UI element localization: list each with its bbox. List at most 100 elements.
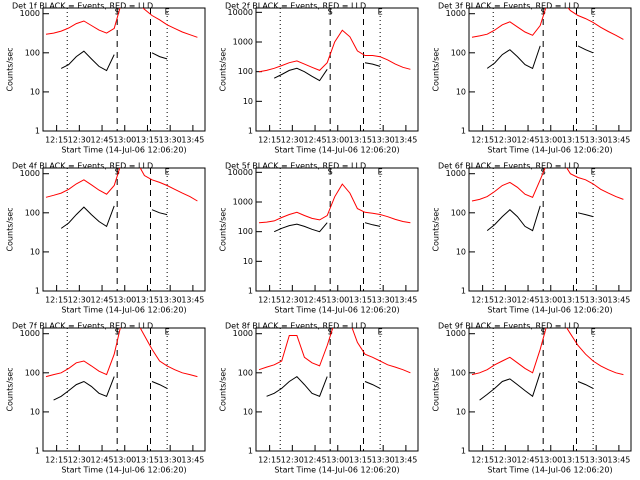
plot-frame	[42, 7, 206, 132]
series-line	[471, 168, 624, 202]
y-tick-label: 100	[238, 368, 253, 377]
series-line	[45, 168, 198, 202]
x-tick-label: 13:00	[539, 456, 562, 465]
y-tick-label: 10	[30, 407, 40, 416]
chart-title: Det 3f BLACK = Events, RED = LLD	[438, 2, 579, 11]
x-tick-label: 12:30	[281, 296, 304, 305]
panel: Det 6f BLACK = Events, RED = LLD Start Ti…	[432, 162, 632, 315]
y-tick-label: 1	[35, 127, 40, 136]
x-tick-label: 12:15	[471, 456, 494, 465]
x-tick-label: 12:45	[517, 136, 540, 145]
x-tick-label: 12:15	[471, 136, 494, 145]
x-tick-label: 12:45	[304, 456, 327, 465]
marker-label: E	[165, 8, 170, 17]
x-tick-label: 12:30	[281, 456, 304, 465]
y-axis-label: Counts/sec	[6, 47, 15, 91]
marker-label: S	[328, 328, 333, 337]
series-line	[273, 62, 381, 82]
plot-frame	[468, 7, 632, 132]
y-tick-label: 10	[456, 87, 466, 96]
x-axis-label: Start Time (14-Jul-06 12:06:20)	[274, 306, 399, 315]
panel: Det 3f BLACK = Events, RED = LLD Start Ti…	[432, 2, 632, 155]
y-tick-label: 10000	[228, 8, 253, 17]
y-tick-label: 100	[238, 67, 253, 76]
marker-label: S	[541, 328, 546, 337]
x-tick-label: 13:00	[326, 136, 349, 145]
series-line	[479, 372, 594, 401]
x-tick-label: 13:00	[113, 136, 136, 145]
x-axis-label: Start Time (14-Jul-06 12:06:20)	[61, 466, 186, 475]
marker-label: S	[115, 8, 120, 17]
marker-label: S	[115, 328, 120, 337]
x-tick-label: 12:15	[258, 136, 281, 145]
x-tick-label: 12:45	[91, 456, 114, 465]
x-axis-label: Start Time (14-Jul-06 12:06:20)	[487, 466, 612, 475]
x-axis-label: Start Time (14-Jul-06 12:06:20)	[487, 306, 612, 315]
x-axis-label: Start Time (14-Jul-06 12:06:20)	[61, 146, 186, 155]
y-tick-label: 100	[451, 368, 466, 377]
series-line	[53, 376, 168, 401]
x-tick-label: 13:30	[159, 456, 182, 465]
x-tick-label: 13:15	[562, 296, 585, 305]
x-tick-label: 12:30	[68, 296, 91, 305]
chart-title: Det 1f BLACK = Events, RED = LLD	[12, 2, 153, 11]
x-tick-label: 13:00	[539, 296, 562, 305]
plot-frame	[255, 327, 419, 452]
chart-title: Det 6f BLACK = Events, RED = LLD	[438, 162, 579, 171]
y-tick-label: 1000	[446, 9, 466, 18]
y-tick-label: 10	[243, 97, 253, 106]
chart-title: Det 9f BLACK = Events, RED = LLD	[438, 322, 579, 331]
x-tick-label: 13:30	[585, 296, 608, 305]
y-tick-label: 1000	[233, 198, 253, 207]
panel: Det 8f BLACK = Events, RED = LLD Start Ti…	[219, 322, 419, 475]
panel: Det 5f BLACK = Events, RED = LLD Start Ti…	[219, 162, 419, 315]
y-tick-label: 1000	[20, 169, 40, 178]
y-axis-label: Counts/sec	[6, 207, 15, 251]
x-tick-label: 13:45	[394, 456, 417, 465]
marker-label: E	[165, 328, 170, 337]
panel: Det 1f BLACK = Events, RED = LLD Start Ti…	[6, 2, 206, 155]
chart-title: Det 2f BLACK = Events, RED = LLD	[225, 2, 366, 11]
x-tick-label: 12:30	[494, 456, 517, 465]
marker-label: S	[541, 8, 546, 17]
y-tick-label: 1	[461, 287, 466, 296]
x-axis-label: Start Time (14-Jul-06 12:06:20)	[487, 146, 612, 155]
y-tick-label: 10	[243, 407, 253, 416]
x-tick-label: 12:30	[281, 136, 304, 145]
x-tick-label: 13:30	[159, 296, 182, 305]
plot-frame	[255, 167, 419, 292]
marker-label: E	[165, 168, 170, 177]
y-tick-label: 100	[25, 208, 40, 217]
x-tick-label: 13:00	[539, 136, 562, 145]
x-tick-label: 12:15	[258, 456, 281, 465]
x-tick-label: 13:00	[113, 296, 136, 305]
y-tick-label: 1	[248, 287, 253, 296]
series-line	[471, 328, 624, 376]
y-tick-label: 1000	[20, 9, 40, 18]
marker-label: E	[378, 168, 383, 177]
x-tick-label: 13:15	[136, 296, 159, 305]
series-line	[45, 328, 198, 378]
x-tick-label: 13:45	[607, 296, 630, 305]
x-tick-label: 13:45	[394, 136, 417, 145]
y-axis-label: Counts/sec	[432, 47, 441, 91]
x-tick-label: 13:30	[159, 136, 182, 145]
y-axis-label: Counts/sec	[219, 47, 228, 91]
y-tick-label: 100	[25, 368, 40, 377]
panel: Det 9f BLACK = Events, RED = LLD Start Ti…	[432, 322, 632, 475]
series-line	[60, 50, 168, 72]
x-axis-label: Start Time (14-Jul-06 12:06:20)	[274, 466, 399, 475]
panel: Det 4f BLACK = Events, RED = LLD Start Ti…	[6, 162, 206, 315]
y-tick-label: 10	[30, 247, 40, 256]
y-tick-label: 1	[35, 447, 40, 456]
x-tick-label: 13:00	[326, 456, 349, 465]
x-tick-label: 12:45	[304, 296, 327, 305]
series-line	[258, 183, 411, 224]
y-tick-label: 10000	[228, 168, 253, 177]
x-tick-label: 12:30	[68, 136, 91, 145]
x-tick-label: 13:30	[372, 136, 395, 145]
x-tick-label: 12:45	[517, 456, 540, 465]
x-tick-label: 13:00	[113, 456, 136, 465]
x-tick-label: 12:45	[304, 136, 327, 145]
y-axis-label: Counts/sec	[219, 367, 228, 411]
